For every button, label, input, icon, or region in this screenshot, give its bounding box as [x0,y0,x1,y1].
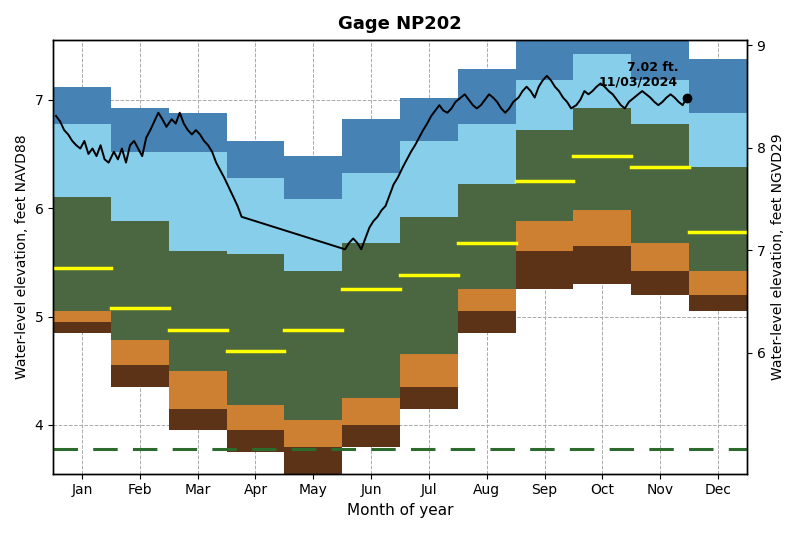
Bar [516,130,574,181]
Bar [689,59,747,113]
Bar [689,113,747,167]
Bar [169,113,226,152]
Bar [111,341,169,365]
Bar [342,398,400,425]
Bar [53,322,111,333]
Bar [631,124,689,167]
Bar [574,54,631,108]
Bar [284,271,342,329]
Bar [53,197,111,268]
Bar [226,430,284,452]
Bar [400,217,458,276]
Bar [631,80,689,124]
Bar [169,152,226,252]
Bar [458,243,516,289]
Bar [631,167,689,243]
Y-axis label: Water-level elevation, feet NAVD88: Water-level elevation, feet NAVD88 [15,135,29,379]
Bar [574,211,631,246]
Bar [574,246,631,284]
Bar [689,167,747,232]
Bar [53,124,111,197]
Bar [111,152,169,221]
Bar [400,354,458,387]
Bar [226,254,284,351]
Bar [169,329,226,371]
Bar [516,181,574,221]
Y-axis label: Water-level elevation, feet NGVD29: Water-level elevation, feet NGVD29 [771,134,785,380]
Bar [284,447,342,474]
Bar [342,173,400,243]
Bar [400,141,458,217]
Bar [689,271,747,295]
Bar [689,295,747,311]
Title: Gage NP202: Gage NP202 [338,15,462,33]
Bar [284,156,342,199]
Text: 7.02 ft.
11/03/2024: 7.02 ft. 11/03/2024 [599,61,678,89]
X-axis label: Month of year: Month of year [346,503,454,518]
Bar [342,289,400,398]
Bar [111,308,169,341]
Bar [169,371,226,409]
Bar [400,387,458,409]
Bar [226,178,284,254]
Bar [53,87,111,124]
Bar [458,69,516,124]
Bar [631,243,689,271]
Bar [574,156,631,211]
Bar [284,419,342,447]
Bar [111,108,169,152]
Bar [458,289,516,311]
Bar [516,80,574,130]
Bar [631,271,689,295]
Bar [53,268,111,311]
Bar [516,221,574,252]
Bar [226,141,284,178]
Bar [342,243,400,289]
Bar [400,276,458,354]
Bar [516,15,574,80]
Bar [574,108,631,156]
Bar [169,409,226,430]
Bar [400,98,458,141]
Bar [226,406,284,430]
Bar [458,311,516,333]
Bar [458,184,516,243]
Bar [226,351,284,406]
Bar [516,252,574,289]
Bar [284,329,342,419]
Bar [631,33,689,80]
Bar [53,311,111,322]
Bar [169,252,226,329]
Bar [111,221,169,308]
Bar [458,124,516,184]
Bar [342,425,400,447]
Bar [284,199,342,271]
Bar [342,119,400,173]
Bar [574,0,631,54]
Bar [689,232,747,271]
Bar [111,365,169,387]
